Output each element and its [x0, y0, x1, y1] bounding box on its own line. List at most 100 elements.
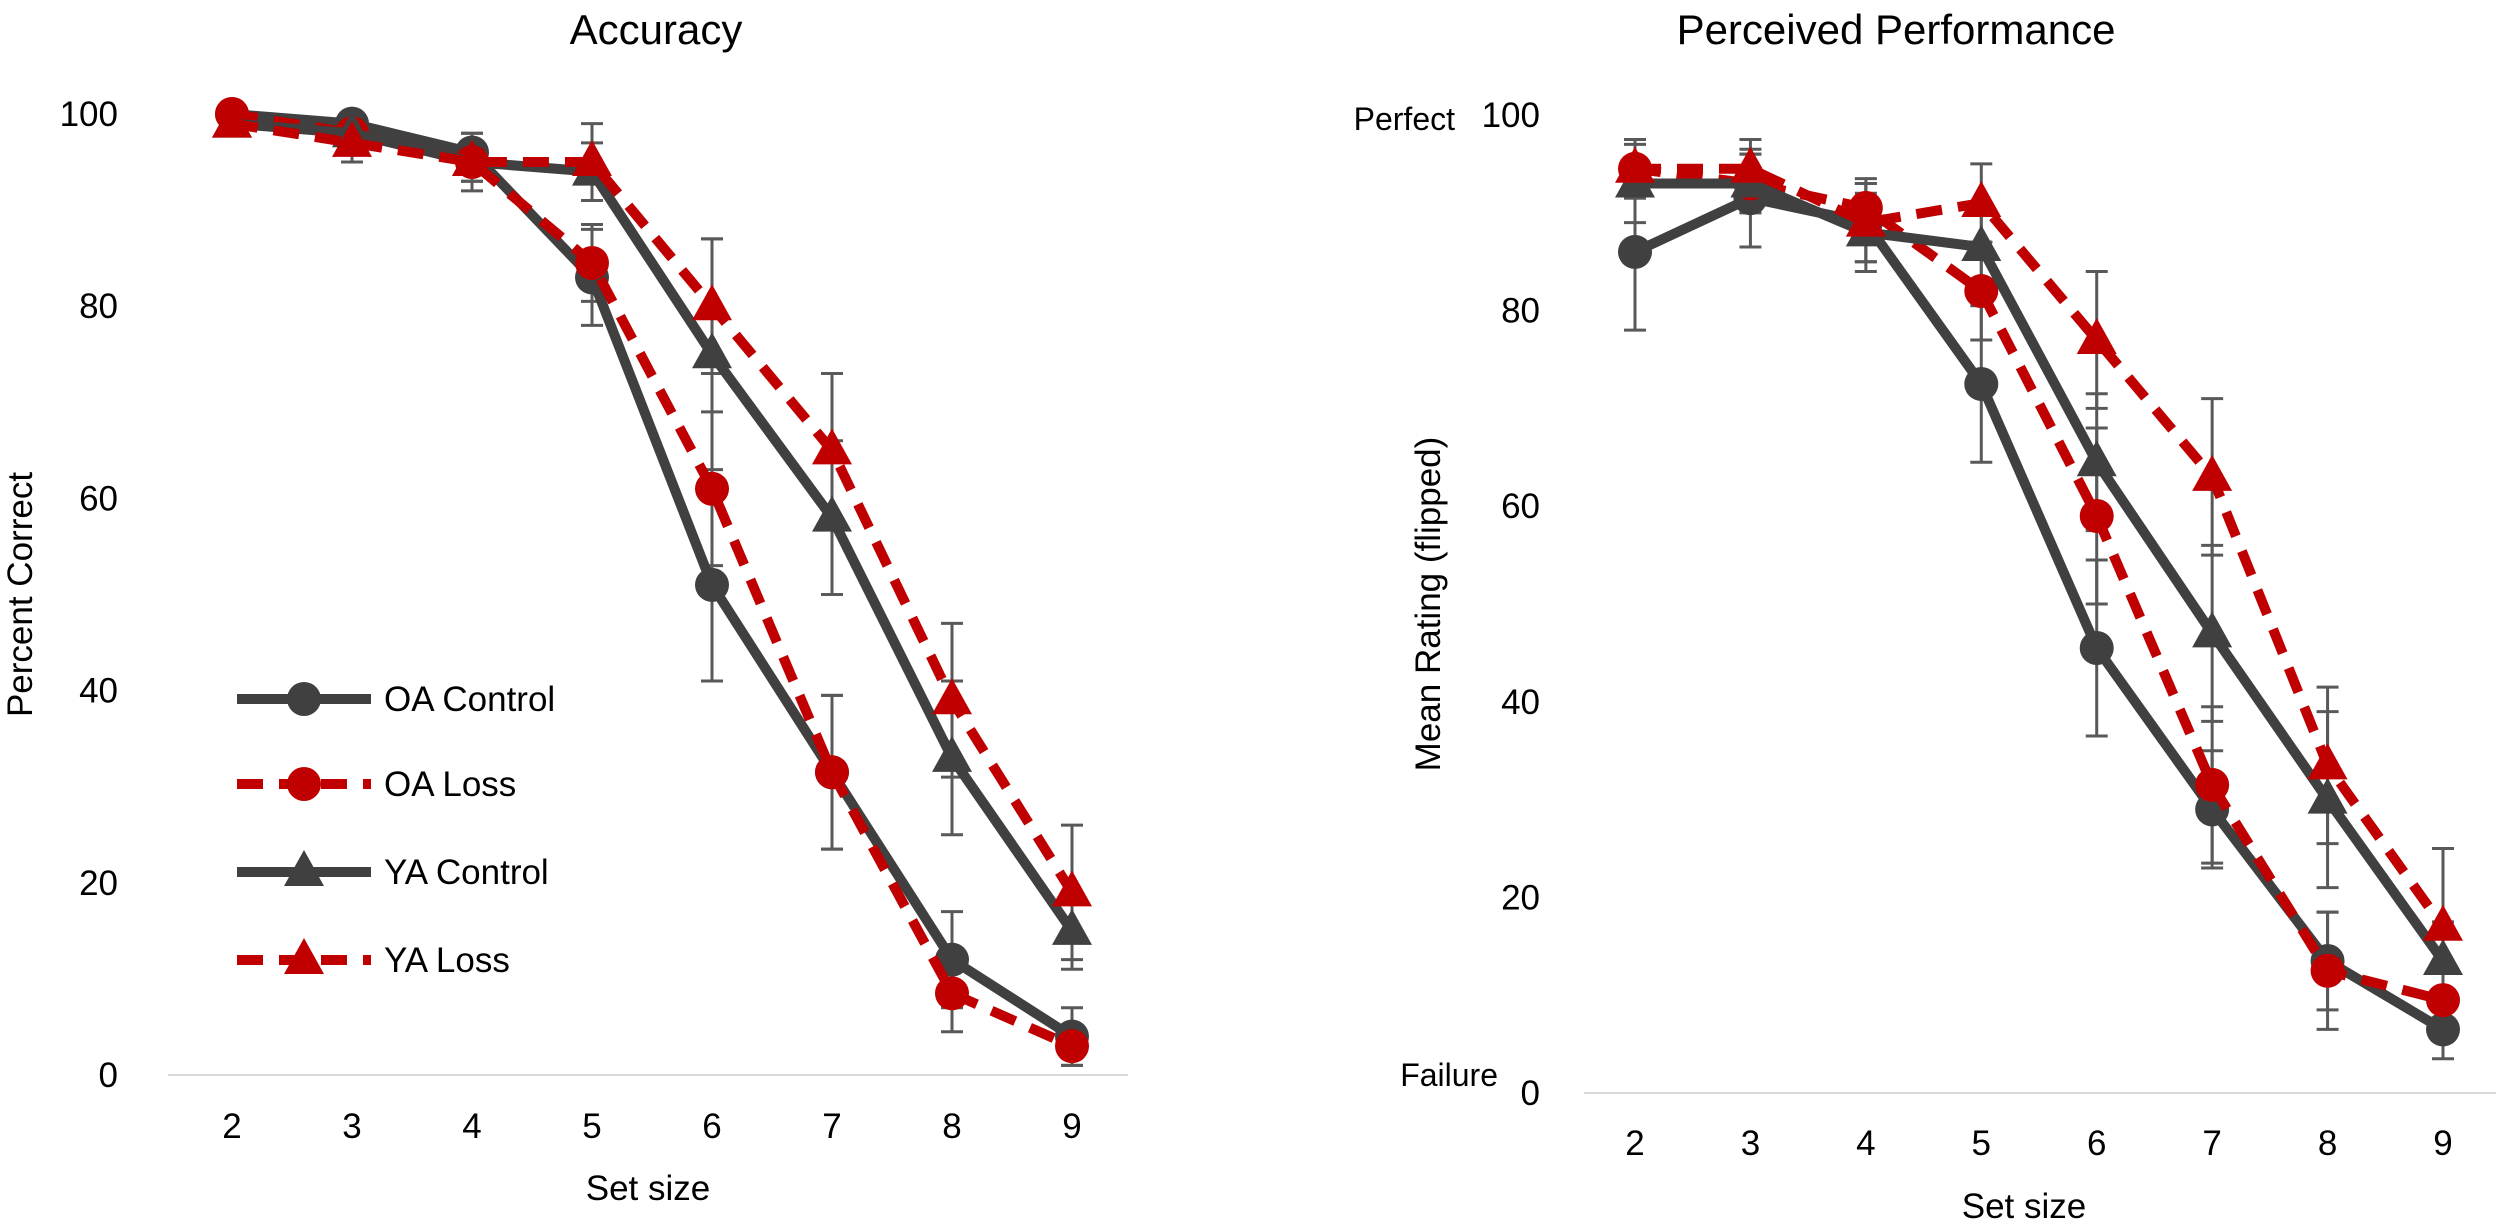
data-point-oa-loss — [2195, 767, 2230, 802]
data-point-oa-loss — [1055, 1029, 1089, 1064]
x-tick-label: 4 — [462, 1107, 481, 1146]
data-point-oa-loss — [2079, 498, 2114, 533]
legend-label: YA Loss — [384, 941, 510, 980]
x-tick-label: 6 — [702, 1107, 721, 1146]
series-oa-control — [215, 97, 1089, 1054]
data-point-ya-loss — [812, 428, 852, 465]
legend-marker-ya-loss — [284, 938, 324, 974]
y-tick-label: 20 — [79, 864, 118, 903]
data-point-oa-loss — [695, 471, 729, 506]
series-line-ya-control — [231, 118, 1077, 934]
series-ya-control — [212, 101, 1092, 945]
data-point-ya-loss — [1615, 146, 1655, 183]
data-point-oa-control — [2079, 631, 2114, 666]
data-point-ya-control — [692, 332, 732, 369]
series-line-ya-loss — [1635, 163, 2448, 930]
error-bars-ya-control — [221, 112, 1083, 971]
x-tick-label: 7 — [822, 1107, 841, 1146]
y-tick-label: 40 — [1501, 683, 1540, 722]
data-point-oa-loss — [2426, 983, 2460, 1018]
x-axis-label: Set size — [586, 1169, 711, 1208]
x-tick-label: 9 — [1062, 1107, 1081, 1146]
data-point-oa-control — [1618, 234, 1652, 269]
perfect-anchor-label: Perfect — [1354, 101, 1455, 137]
data-point-ya-control — [2423, 938, 2463, 975]
x-tick-label: 5 — [1972, 1124, 1991, 1163]
error-bars-oa-control — [1624, 147, 2454, 1061]
x-tick-label: 2 — [1625, 1124, 1644, 1163]
y-tick-label: 0 — [99, 1056, 118, 1095]
legend-marker-oa-loss — [287, 767, 321, 801]
chart-title: Perceived Performance — [1677, 6, 2116, 53]
chart-panel-1: Accuracy 0 20 40 60 80 100 2 3 4 5 6 7 8 9 Set size Perc… — [1, 6, 1128, 1208]
y-tick-label: 40 — [79, 672, 118, 711]
x-axis-label: Set size — [1962, 1187, 2087, 1226]
data-point-ya-loss — [212, 101, 252, 138]
chart-title: Accuracy — [570, 6, 743, 53]
data-point-ya-loss — [2076, 317, 2117, 354]
y-tick-label: 80 — [79, 287, 118, 326]
data-point-oa-loss — [575, 245, 609, 280]
data-point-ya-loss — [1730, 146, 1771, 183]
data-point-ya-control — [1052, 908, 1092, 945]
data-point-ya-loss — [332, 120, 372, 157]
x-tick-label: 2 — [222, 1107, 241, 1146]
x-tick-label: 5 — [582, 1107, 601, 1146]
data-point-ya-loss — [452, 140, 492, 177]
y-tick-label: 60 — [1501, 487, 1540, 526]
x-tick-label: 4 — [1856, 1124, 1875, 1163]
error-bars-ya-control — [1624, 142, 2454, 1002]
data-point-oa-loss — [815, 755, 849, 790]
legend-label: OA Loss — [384, 765, 516, 804]
error-bars-ya-loss — [1624, 137, 2454, 1007]
error-bars-oa-loss — [1624, 137, 2454, 1041]
data-point-oa-loss — [2310, 953, 2345, 988]
data-point-ya-control — [2076, 440, 2117, 477]
data-point-ya-loss — [2423, 904, 2463, 941]
series-line-ya-loss — [231, 118, 1077, 896]
x-tick-label: 8 — [2318, 1124, 2337, 1163]
data-point-oa-control — [1964, 366, 1999, 401]
y-tick-label: 100 — [60, 95, 118, 134]
data-point-ya-control — [812, 495, 852, 532]
data-point-ya-loss — [932, 678, 972, 715]
series-line-ya-control — [1635, 178, 2448, 964]
series-oa-control — [1618, 181, 2460, 1047]
x-tick-label: 3 — [1741, 1124, 1760, 1163]
legend-label: YA Control — [384, 853, 549, 892]
x-tick-label: 9 — [2433, 1124, 2452, 1163]
data-point-ya-loss — [1052, 870, 1092, 907]
data-point-oa-control — [2426, 1012, 2460, 1047]
y-tick-label: 100 — [1482, 96, 1540, 135]
y-tick-label: 60 — [79, 479, 118, 518]
y-axis-label: Mean Rating (flipped) — [1409, 437, 1448, 772]
data-point-ya-loss — [2307, 743, 2348, 780]
data-point-ya-loss — [1961, 181, 2002, 218]
y-tick-label: 0 — [1521, 1074, 1540, 1113]
series-ya-loss — [1615, 146, 2463, 941]
legend: OA Control OA Loss YA Control YA Loss — [237, 680, 555, 980]
x-tick-label: 6 — [2087, 1124, 2106, 1163]
data-point-ya-control — [2307, 777, 2348, 814]
y-axis-label: Percent Correct — [1, 472, 40, 717]
data-point-ya-loss — [1845, 200, 1886, 237]
data-point-oa-loss — [935, 976, 969, 1011]
series-line-oa-loss — [1634, 163, 2445, 1005]
failure-anchor-label: Failure — [1400, 1057, 1498, 1093]
y-tick-label: 20 — [1501, 878, 1540, 917]
legend-marker-oa-control — [287, 682, 321, 716]
legend-label: OA Control — [384, 680, 555, 719]
x-tick-label: 8 — [942, 1107, 961, 1146]
series-ya-loss — [212, 101, 1092, 907]
series-line-oa-control — [231, 109, 1075, 1041]
series-line-oa-loss — [231, 109, 1075, 1051]
data-point-ya-loss — [572, 140, 612, 177]
x-tick-label: 3 — [342, 1107, 361, 1146]
data-point-ya-loss — [2192, 454, 2233, 491]
data-point-oa-control — [695, 567, 729, 602]
data-point-oa-loss — [1964, 274, 1999, 309]
data-point-ya-control — [1961, 225, 2002, 262]
series-ya-control — [1615, 161, 2463, 975]
y-tick-label: 80 — [1501, 292, 1540, 331]
